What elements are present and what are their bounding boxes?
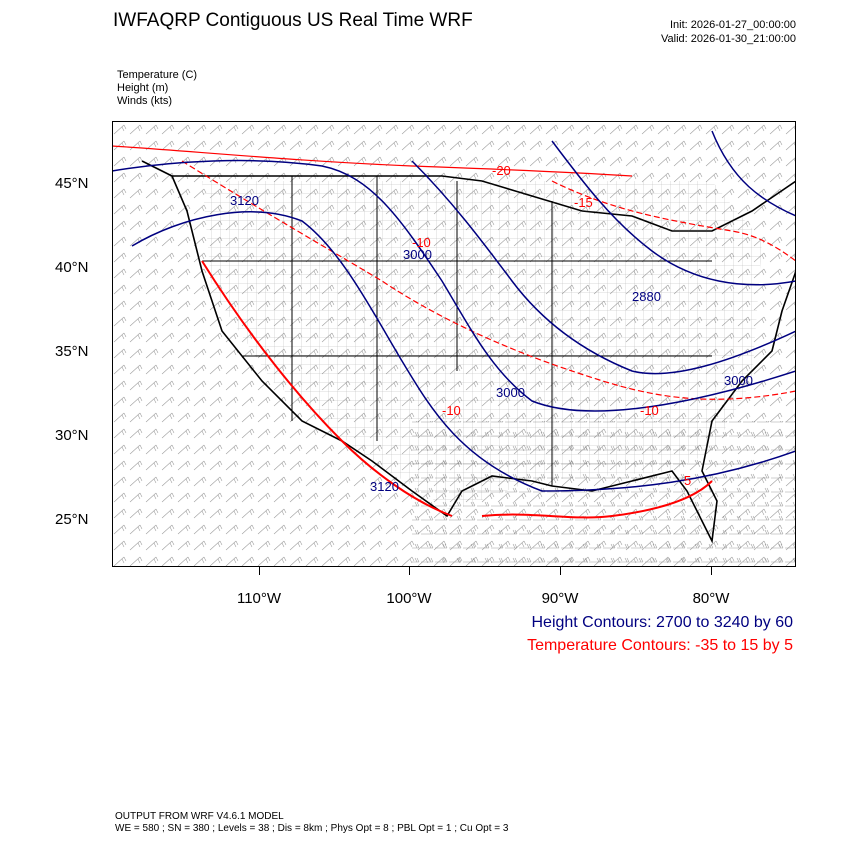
model-info: OUTPUT FROM WRF V4.6.1 MODEL <box>115 811 284 822</box>
temperature-label: -10 <box>640 403 659 418</box>
temperature-label: -10 <box>442 403 461 418</box>
lat-label-30: 30°N <box>55 427 89 444</box>
lat-label-40: 40°N <box>55 259 89 276</box>
field-temperature: Temperature (C) <box>117 69 198 81</box>
lat-label-25: 25°N <box>55 511 89 528</box>
lat-label-45: 45°N <box>55 175 89 192</box>
lon-tick <box>560 567 561 575</box>
height-label: 3120 <box>370 479 399 494</box>
temperature-label: -20 <box>492 163 511 178</box>
weather-map: 3120 3000 2880 3000 3000 3120 -20 -15 -1… <box>111 121 797 567</box>
lon-tick <box>259 567 260 575</box>
temperature-label: -10 <box>412 235 431 250</box>
init-time: Init: 2026-01-27_00:00:00 <box>670 19 796 31</box>
height-label: 3000 <box>724 373 753 388</box>
lon-label-100: 100°W <box>386 590 432 607</box>
height-label: 3120 <box>230 193 259 208</box>
valid-time: Valid: 2026-01-30_21:00:00 <box>661 33 796 45</box>
map-title: IWFAQRP Contiguous US Real Time WRF <box>113 10 473 31</box>
field-height: Height (m) <box>117 82 169 94</box>
height-label: 2880 <box>632 289 661 304</box>
lon-tick <box>409 567 410 575</box>
height-contours <box>111 130 797 492</box>
temperature-contours <box>111 145 797 519</box>
height-legend: Height Contours: 2700 to 3240 by 60 <box>531 614 793 631</box>
height-label: 3000 <box>496 385 525 400</box>
map-border <box>112 121 796 567</box>
temperature-label: -15 <box>574 195 593 210</box>
field-winds: Winds (kts) <box>117 95 172 107</box>
lat-label-35: 35°N <box>55 343 89 360</box>
lon-label-90: 90°W <box>541 590 579 607</box>
lon-tick <box>711 567 712 575</box>
height-label: 3000 <box>403 247 432 262</box>
model-config: WE = 580 ; SN = 380 ; Levels = 38 ; Dis … <box>115 823 509 834</box>
lon-label-110: 110°W <box>236 590 282 607</box>
temperature-legend: Temperature Contours: -35 to 15 by 5 <box>527 637 793 654</box>
lon-label-80: 80°W <box>692 590 730 607</box>
temperature-label: 5 <box>684 473 691 488</box>
